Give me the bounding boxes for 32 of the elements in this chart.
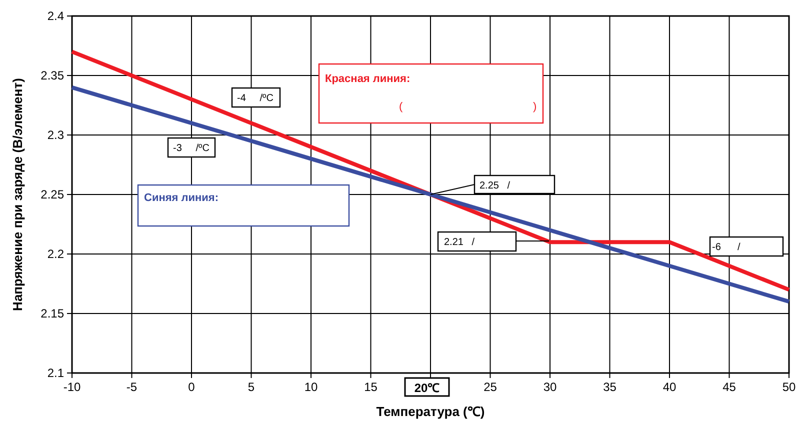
- x-tick-label: -5: [126, 380, 138, 394]
- annotation: (: [399, 101, 403, 113]
- y-tick-label: 2.25: [40, 188, 64, 202]
- y-tick-label: 2.35: [40, 68, 64, 82]
- x-tick-label: -10: [63, 380, 81, 394]
- line-series: [70, 50, 791, 292]
- y-tick-label: 2.4: [47, 9, 64, 23]
- y-tick-label: 2.2: [47, 247, 64, 261]
- x-tick-label: 30: [543, 380, 557, 394]
- y-axis-title: Напряжение при заряде (В/элемент): [10, 78, 25, 311]
- y-tick-label: 2.1: [47, 366, 64, 380]
- y-tick-label: 2.15: [40, 306, 64, 320]
- annotation: -6 /: [712, 242, 741, 253]
- annotation: ): [533, 101, 537, 113]
- annotation: 2.21 /: [444, 237, 475, 248]
- x-tick-label: 15: [364, 380, 378, 394]
- annotation: Красная линия:: [325, 73, 410, 85]
- x-axis-title: Температура (℃): [376, 404, 485, 419]
- x-tick-label: 5: [248, 380, 255, 394]
- text: 20℃: [414, 381, 440, 395]
- annotation: 2.25 /: [480, 180, 510, 192]
- x-tick-label: 50: [782, 380, 796, 394]
- annotation: -3 /ºC: [173, 143, 210, 154]
- annotation: Синяя линия:: [144, 192, 218, 204]
- y-tick-label: 2.3: [47, 128, 64, 142]
- x-tick-label: 0: [188, 380, 196, 394]
- x-tick-label: 35: [603, 380, 617, 394]
- x-tick-label: 10: [304, 380, 318, 394]
- x-tick-label: 25: [484, 380, 498, 394]
- x-tick-label: 45: [722, 380, 736, 394]
- annotation: -4 /ºC: [237, 93, 274, 104]
- x-tick-label: 40: [662, 380, 676, 394]
